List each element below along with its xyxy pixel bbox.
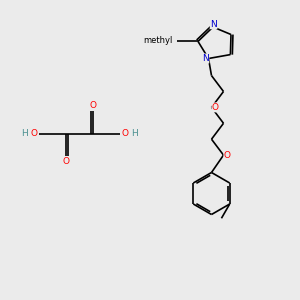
- Text: O: O: [89, 101, 97, 110]
- Text: O: O: [62, 157, 70, 166]
- Text: N: N: [202, 54, 209, 63]
- Text: O: O: [224, 151, 231, 160]
- Text: O: O: [122, 129, 128, 138]
- Text: H: H: [21, 129, 28, 138]
- Text: methyl: methyl: [143, 36, 172, 45]
- Text: N: N: [210, 20, 217, 29]
- Text: O: O: [31, 129, 38, 138]
- Text: H: H: [131, 129, 138, 138]
- Text: O: O: [212, 103, 219, 112]
